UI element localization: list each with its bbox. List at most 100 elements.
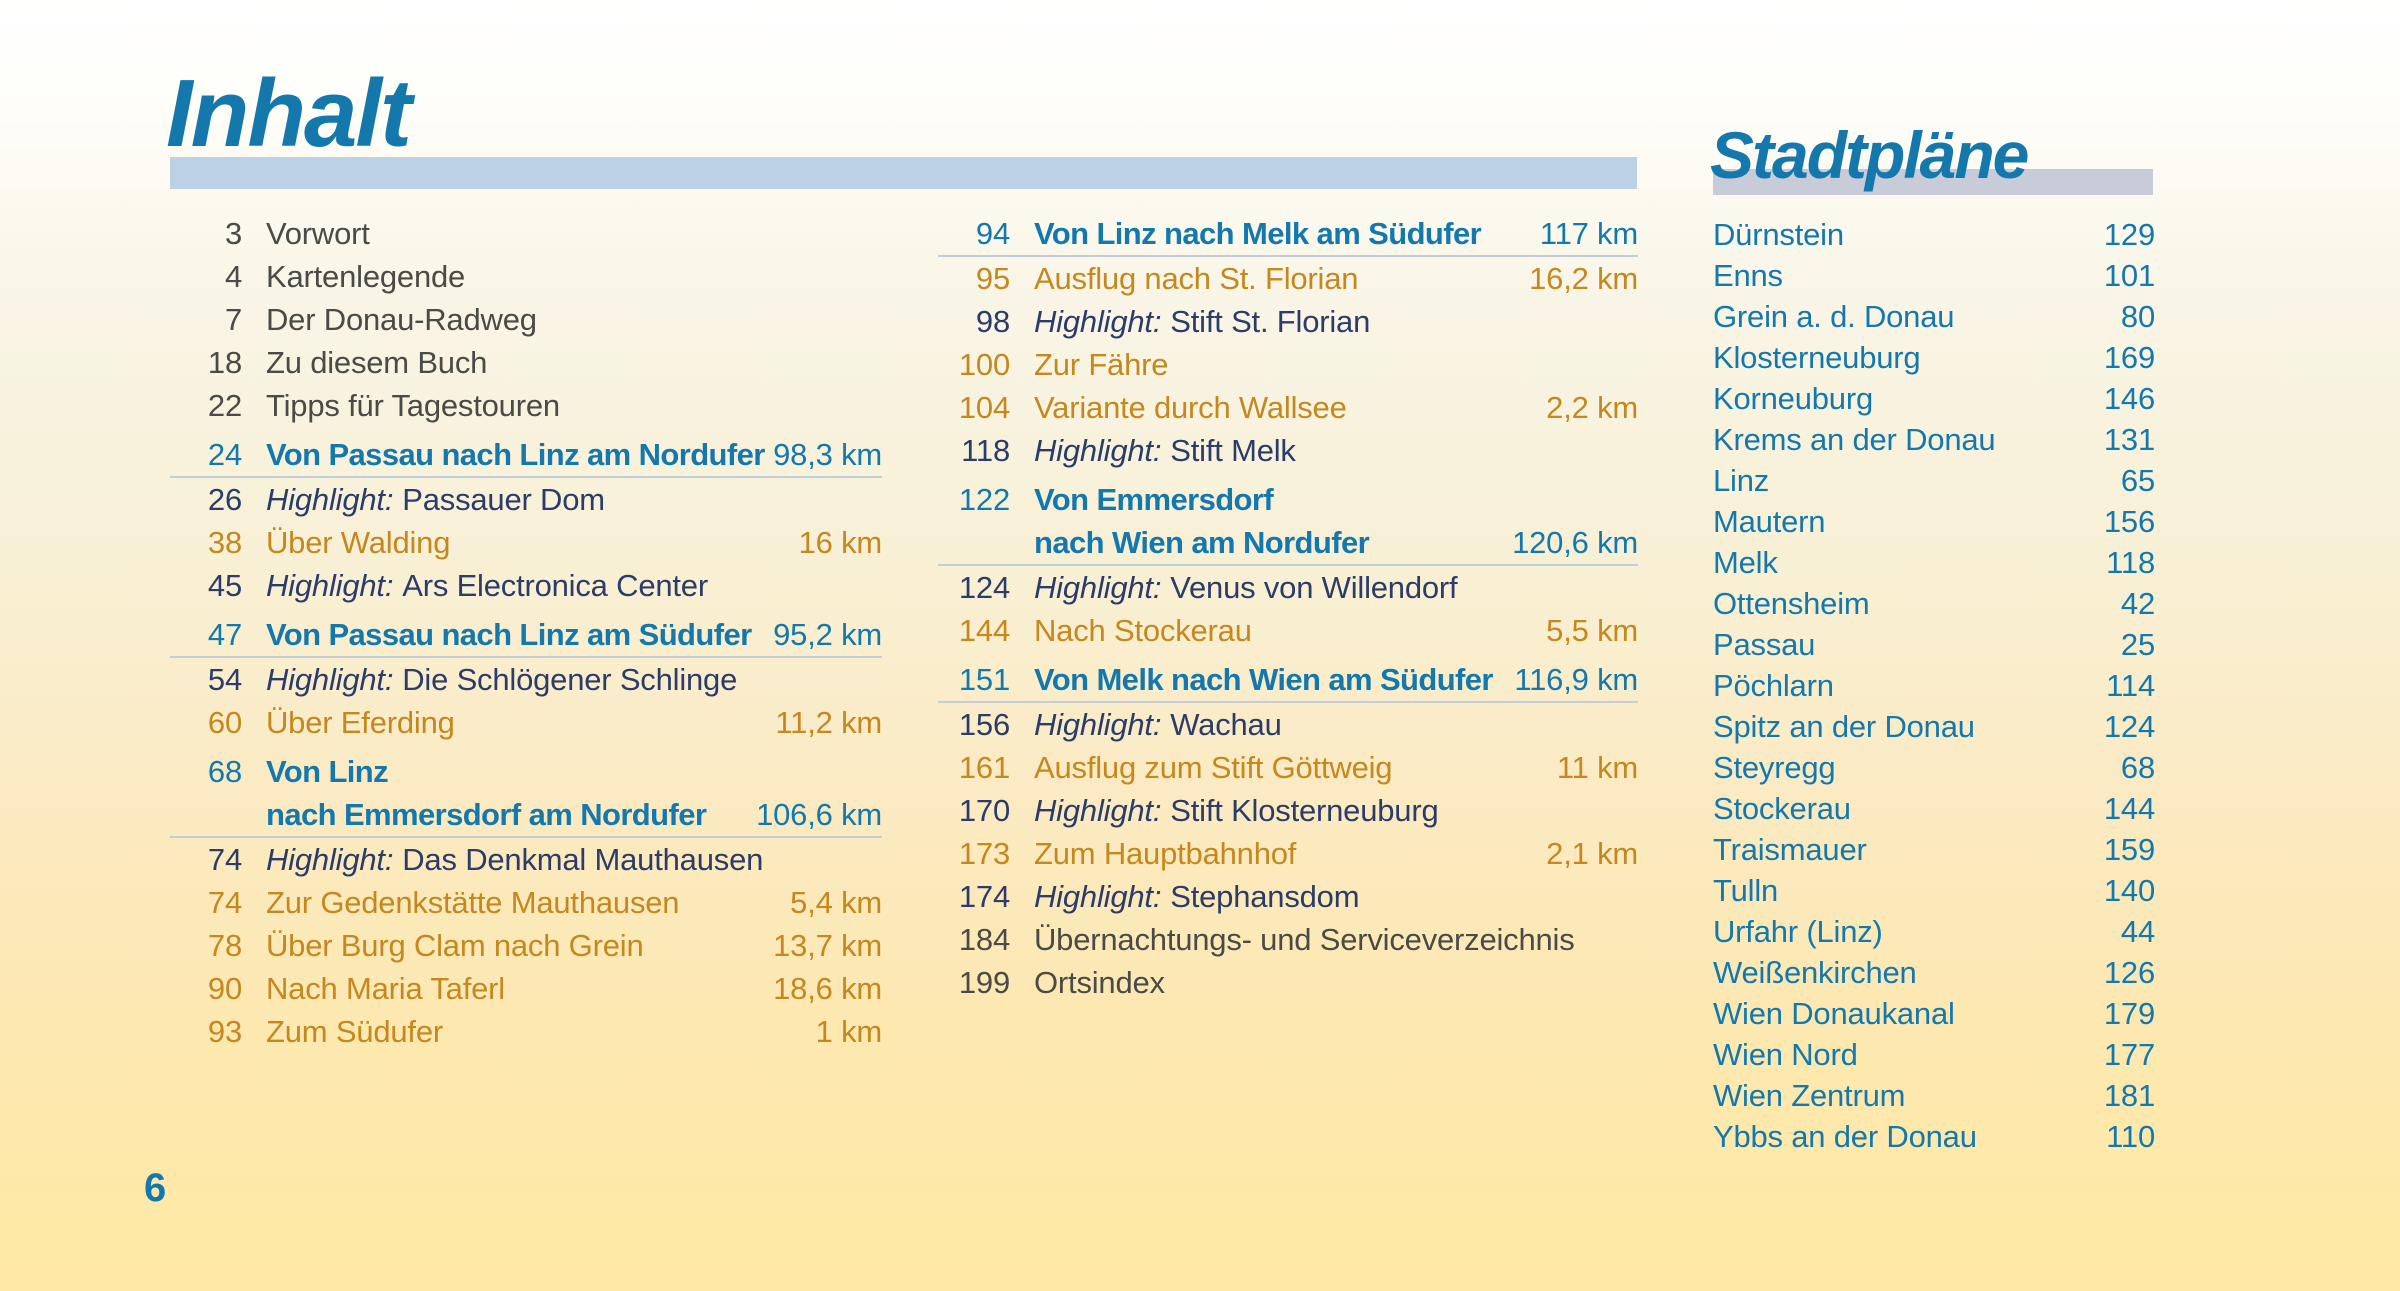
entry-title: Highlight: Stift Melk	[1034, 433, 1296, 468]
entry-page-number: 104	[958, 390, 1010, 425]
entry-page-number: 54	[207, 662, 242, 697]
city-plan-entry: Ottensheim 42	[1713, 583, 2155, 624]
entry-title: Highlight: Die Schlögener Schlinge	[266, 662, 738, 697]
entry-title: Nach Stockerau	[1034, 613, 1252, 648]
entry-distance: 1 km	[815, 1014, 883, 1049]
entry-page-number: 45	[207, 568, 242, 603]
entry-page-number: 26	[207, 482, 242, 517]
toc-entry: 100 Zur Fähre	[938, 343, 1638, 386]
city-name: Klosterneuburg	[1713, 340, 1921, 375]
entry-title: Von Passau nach Linz am Südufer	[266, 617, 752, 652]
toc-entry: 156 Highlight: Wachau	[938, 703, 1638, 746]
city-name: Urfahr (Linz)	[1713, 914, 1883, 949]
city-plan-entry: Passau 25	[1713, 624, 2155, 665]
city-name: Ottensheim	[1713, 586, 1870, 621]
entry-title: Nach Maria Taferl	[266, 971, 505, 1006]
city-page-number: 124	[2103, 709, 2155, 744]
entry-page-number: 93	[207, 1014, 242, 1049]
page-number: 6	[144, 1166, 167, 1210]
highlight-label: Highlight:	[1034, 879, 1162, 914]
city-page-number: 169	[2103, 340, 2155, 375]
toc-group: 122 Von Emmersdorf nach Wien am Nordufer 12…	[938, 478, 1638, 652]
city-name: Krems an der Donau	[1713, 422, 1996, 457]
entry-title: Übernachtungs- und Serviceverzeichnis	[1034, 922, 1575, 957]
inhalt-title-bar	[170, 157, 1637, 189]
city-name: Dürnstein	[1713, 217, 1844, 252]
city-name: Pöchlarn	[1713, 668, 1834, 703]
inhalt-title: Inhalt	[166, 60, 412, 167]
city-page-number: 156	[2103, 504, 2155, 539]
entry-distance: 13,7 km	[773, 928, 882, 963]
entry-title: Von Linz nach Melk am Südufer	[1034, 216, 1482, 251]
toc-entry: 47 Von Passau nach Linz am Südufer 95,2 km	[170, 613, 882, 658]
city-page-number: 114	[2106, 668, 2155, 703]
entry-page-number: 161	[958, 750, 1010, 785]
entry-page-number: 170	[958, 793, 1010, 828]
entry-title-line2: nach Emmersdorf am Nordufer	[266, 797, 707, 832]
toc-entry: 7 Der Donau-Radweg	[170, 298, 882, 341]
toc-entry: 170 Highlight: Stift Klosterneuburg	[938, 789, 1638, 832]
toc-group: 94 Von Linz nach Melk am Südufer 117 km 95 A…	[938, 212, 1638, 472]
city-name: Traismauer	[1713, 832, 1867, 867]
entry-title: Highlight: Das Denkmal Mauthausen	[266, 842, 764, 877]
highlight-label: Highlight:	[1034, 304, 1162, 339]
toc-entry: 174 Highlight: Stephansdom	[938, 875, 1638, 918]
city-name: Passau	[1713, 627, 1816, 662]
entry-page-number: 174	[958, 879, 1010, 914]
city-plan-entry: Mautern 156	[1713, 501, 2155, 542]
city-page-number: 140	[2103, 873, 2155, 908]
entry-page-number: 47	[207, 617, 242, 652]
city-plan-entry: Pöchlarn 114	[1713, 665, 2155, 706]
city-page-number: 131	[2103, 422, 2155, 457]
entry-distance: 2,2 km	[1546, 390, 1638, 425]
city-page-number: 25	[2120, 627, 2155, 662]
city-plan-entry: Melk 118	[1713, 542, 2155, 583]
entry-title: Zur Fähre	[1034, 347, 1169, 382]
entry-page-number: 4	[224, 259, 242, 294]
toc-group: 24 Von Passau nach Linz am Nordufer 98,3 k…	[170, 433, 882, 607]
city-page-number: 101	[2103, 258, 2155, 293]
city-page-number: 126	[2103, 955, 2155, 990]
entry-page-number: 74	[207, 842, 242, 877]
entry-title: Highlight: Wachau	[1034, 707, 1282, 742]
city-page-number: 181	[2103, 1078, 2155, 1113]
city-plan-entry: Linz 65	[1713, 460, 2155, 501]
entry-title: Von Linz	[266, 754, 389, 789]
city-page-number: 146	[2103, 381, 2155, 416]
entry-distance: 18,6 km	[773, 971, 882, 1006]
entry-page-number: 7	[224, 302, 242, 337]
entry-title: Variante durch Wallsee	[1034, 390, 1347, 425]
toc-entry: 173 Zum Hauptbahnhof 2,1 km	[938, 832, 1638, 875]
toc-entry: 199 Ortsindex	[938, 961, 1638, 1004]
city-name: Weißenkirchen	[1713, 955, 1917, 990]
toc-entry: 184 Übernachtungs- und Serviceverzeichnis	[938, 918, 1638, 961]
entry-title: Zur Gedenkstätte Mauthausen	[266, 885, 680, 920]
toc-entry: 124 Highlight: Venus von Willendorf	[938, 566, 1638, 609]
city-plan-entry: Urfahr (Linz) 44	[1713, 911, 2155, 952]
highlight-label: Highlight:	[1034, 707, 1162, 742]
entry-title-line2: nach Wien am Nordufer	[1034, 525, 1370, 560]
entry-title: Vorwort	[266, 216, 370, 251]
toc-column-left: 3 Vorwort 4 Kartenlegende 7 Der Donau-Radweg 1…	[170, 212, 882, 1053]
toc-entry: 3 Vorwort	[170, 212, 882, 255]
toc-entry: 24 Von Passau nach Linz am Nordufer 98,3 k…	[170, 433, 882, 478]
entry-distance: 2,1 km	[1546, 836, 1638, 871]
city-plan-entry: Ybbs an der Donau 110	[1713, 1116, 2155, 1157]
city-plan-entry: Traismauer 159	[1713, 829, 2155, 870]
city-page-number: 118	[2106, 545, 2155, 580]
toc-group: 3 Vorwort 4 Kartenlegende 7 Der Donau-Radweg 1…	[170, 212, 882, 427]
entry-page-number: 151	[958, 662, 1010, 697]
toc-entry: 22 Tipps für Tagestouren	[170, 384, 882, 427]
city-name: Stockerau	[1713, 791, 1851, 826]
city-plan-entry: Enns 101	[1713, 255, 2155, 296]
city-page-number: 80	[2120, 299, 2155, 334]
entry-page-number: 199	[958, 965, 1010, 1000]
entry-title: Highlight: Stift Klosterneuburg	[1034, 793, 1439, 828]
entry-title: Der Donau-Radweg	[266, 302, 537, 337]
entry-title: Zum Südufer	[266, 1014, 443, 1049]
city-plan-entry: Klosterneuburg 169	[1713, 337, 2155, 378]
highlight-label: Highlight:	[1034, 433, 1162, 468]
city-plan-entry: Tulln 140	[1713, 870, 2155, 911]
city-name: Grein a. d. Donau	[1713, 299, 1955, 334]
entry-distance: 120,6 km	[1512, 525, 1638, 560]
